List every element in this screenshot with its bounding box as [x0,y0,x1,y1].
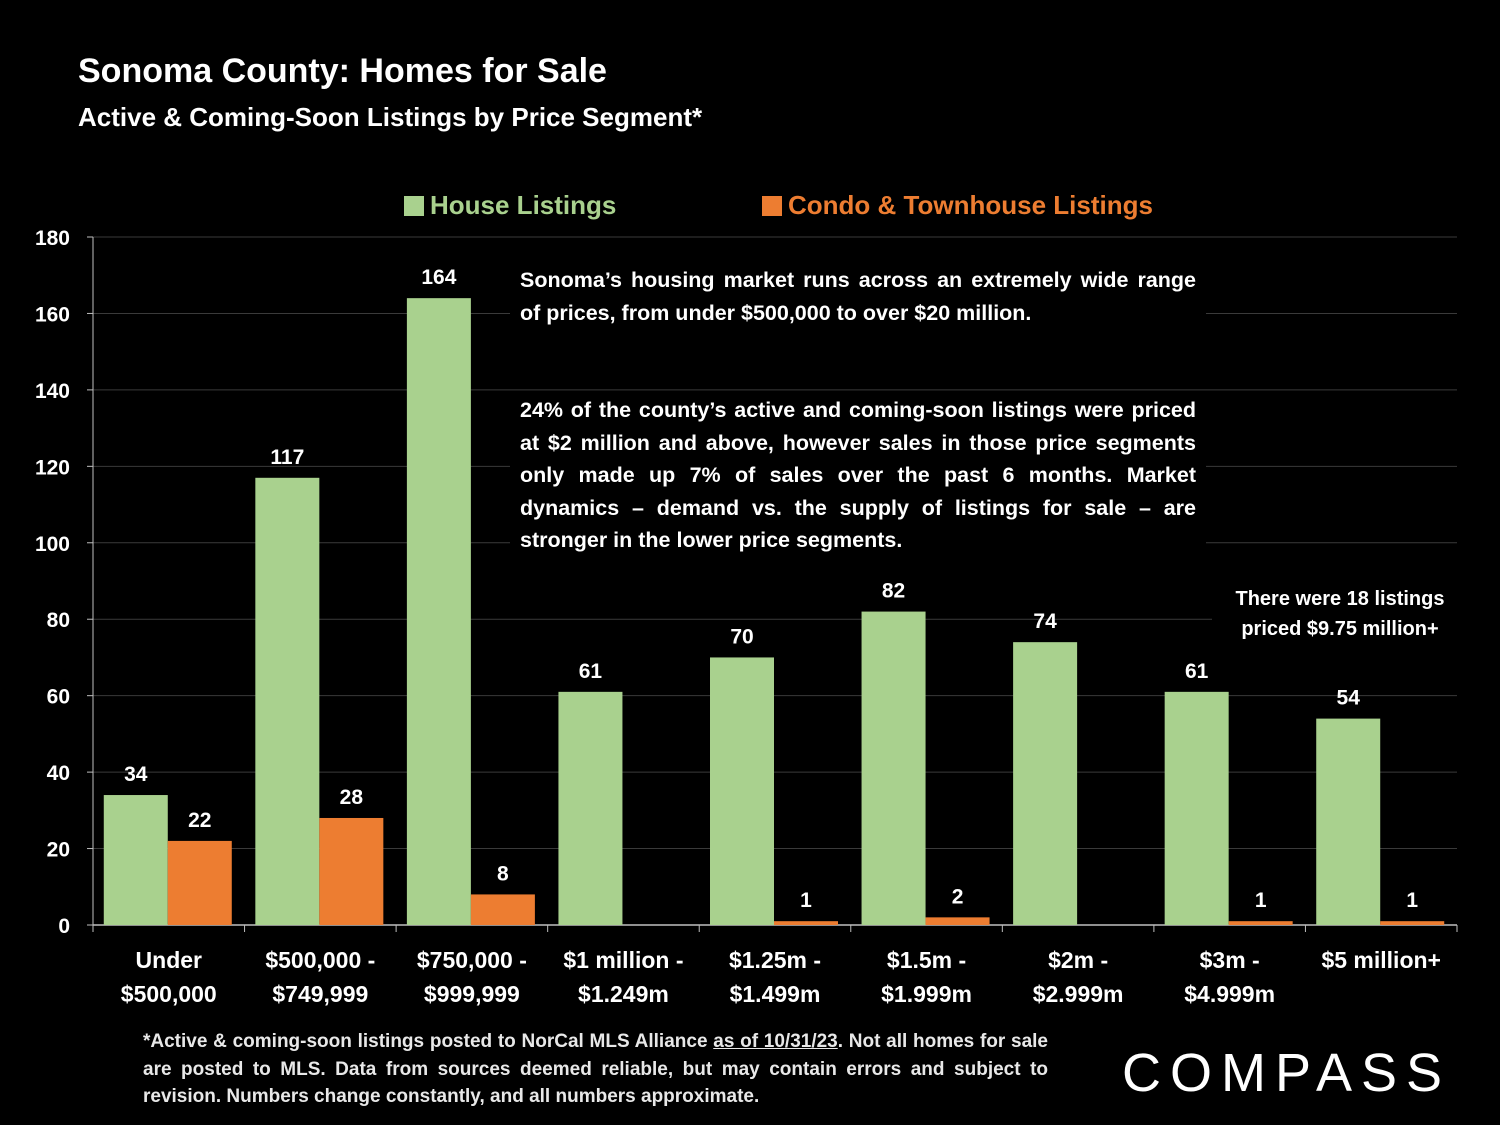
bar-condo [925,917,990,925]
bar-condo [319,817,384,925]
legend-condo-label: Condo & Townhouse Listings [788,190,1153,220]
annotation-price-range: Sonoma’s housing market runs across an e… [510,264,1206,329]
x-tick-label: $2m - [1048,947,1108,973]
x-tick-label: Under [136,947,203,973]
x-tick-label: $750,000 - [417,947,527,973]
bar-house [861,611,926,925]
data-label: 70 [730,625,753,648]
footnote-rest: . Not all homes for sale are posted to M… [143,1031,1048,1107]
y-tick-label: 180 [35,227,70,250]
data-label: 28 [340,786,364,809]
data-label: 117 [270,446,304,469]
compass-logo: COMPASS [1122,1043,1452,1103]
x-tick-label: $1 million - [563,947,683,973]
annotation-luxury-count: There were 18 listings priced $9.75 mill… [1212,584,1468,644]
x-tick-label: $1.499m [730,981,821,1007]
bar-condo [1228,921,1293,925]
x-tick-label: $5 million+ [1321,947,1441,973]
x-tick-label: $749,999 [272,981,368,1007]
data-label: 82 [882,580,905,603]
bar-house [1013,642,1078,925]
bar-house [1316,718,1381,925]
bar-house [558,691,623,925]
data-label: 22 [188,809,211,832]
x-tick-label: $500,000 [121,981,217,1007]
footnote: *Active & coming-soon listings posted to… [143,1028,1048,1111]
data-label: 34 [124,763,148,786]
y-tick-label: 120 [35,456,70,479]
y-tick-label: 160 [35,303,70,326]
data-label: 164 [421,266,456,289]
bar-condo [470,894,535,925]
y-tick-label: 60 [47,686,70,709]
data-label: 61 [579,660,603,683]
x-tick-label: $1.25m - [729,947,821,973]
legend-house-label: House Listings [430,190,617,220]
x-tick-label: $4.999m [1184,981,1275,1007]
x-tick-label: $1.249m [578,981,669,1007]
x-tick-label: $1.999m [881,981,972,1007]
data-label: 54 [1337,687,1361,710]
bar-condo [774,921,838,925]
annotation-price-share: 24% of the county’s active and coming-so… [510,394,1206,557]
legend-house-swatch [404,195,424,216]
x-tick-label: $999,999 [424,981,520,1007]
footnote-text: *Active & coming-soon listings posted to… [143,1031,714,1052]
bar-house [710,657,774,925]
bar-house [406,298,471,926]
chart-subtitle: Active & Coming-Soon Listings by Price S… [78,102,703,132]
y-tick-label: 20 [47,839,70,862]
data-label: 8 [497,862,509,885]
footnote-date: as of 10/31/23 [713,1031,838,1052]
bar-house [1164,691,1229,925]
data-label: 74 [1033,610,1057,633]
data-label: 61 [1185,660,1209,683]
bar-condo [167,840,232,925]
data-label: 1 [1406,889,1418,912]
data-label: 1 [800,889,812,912]
y-tick-label: 140 [35,380,70,403]
bar-house [103,795,168,925]
bar-condo [1380,921,1445,925]
data-label: 1 [1255,889,1267,912]
legend-condo: Condo & Townhouse Listings [762,190,1153,221]
chart-title: Sonoma County: Homes for Sale [78,52,607,90]
y-tick-label: 100 [35,533,70,556]
x-tick-label: $1.5m - [887,947,966,973]
y-tick-label: 40 [47,762,70,785]
y-tick-label: 80 [47,609,70,632]
bar-house [255,477,320,925]
y-tick-label: 0 [58,915,70,938]
legend-house: House Listings [404,190,616,221]
data-label: 2 [952,885,964,908]
x-tick-label: $2.999m [1033,981,1124,1007]
x-tick-label: $500,000 - [265,947,375,973]
legend-condo-swatch [762,195,782,216]
x-tick-label: $3m - [1200,947,1260,973]
